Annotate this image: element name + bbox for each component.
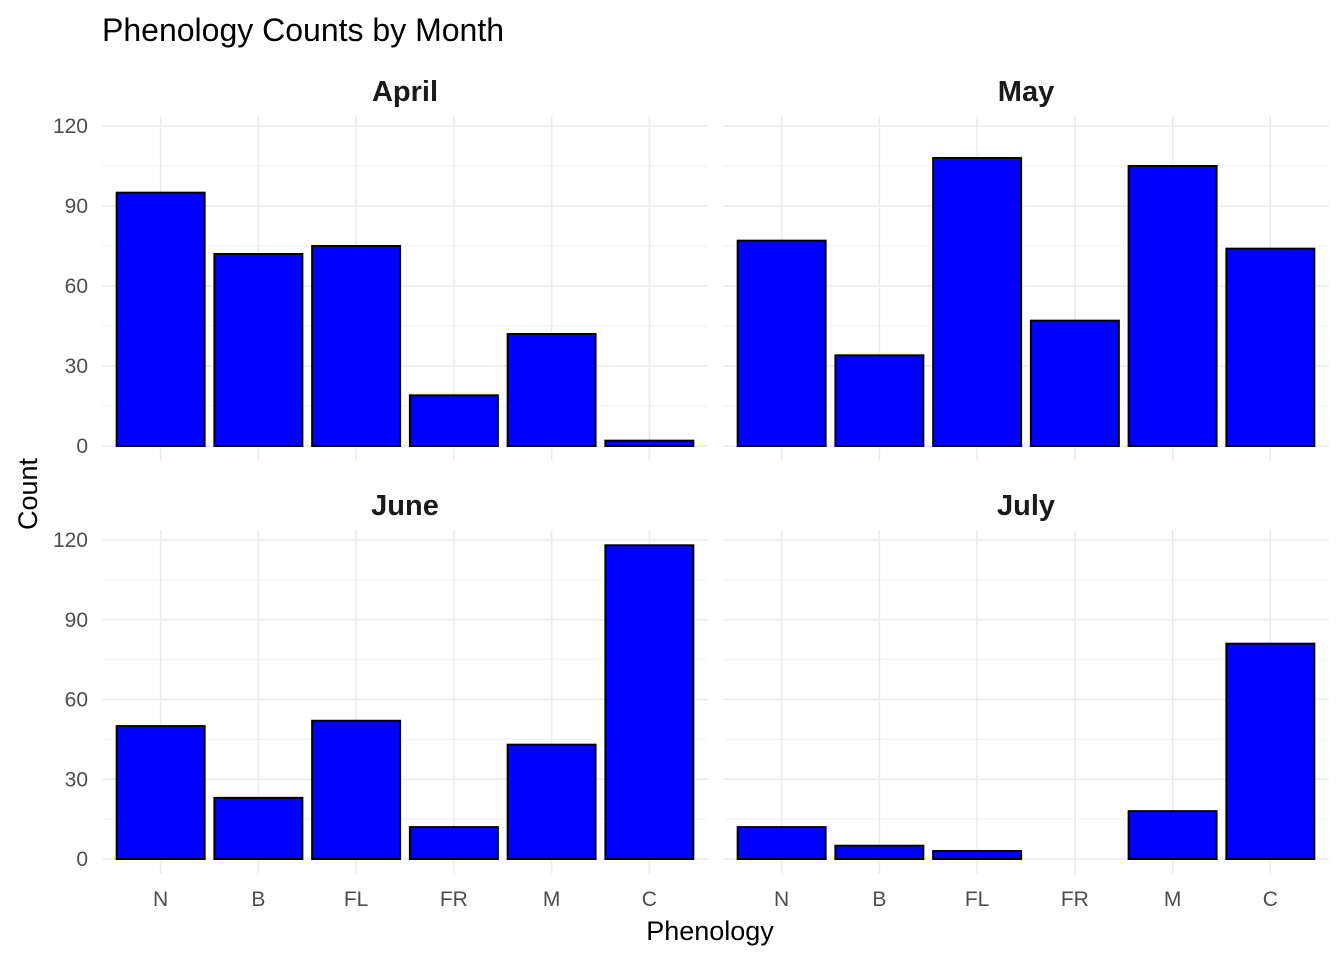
facet-strip-label: June	[371, 490, 439, 522]
bar-july-c	[1225, 642, 1316, 860]
x-tick-label: B	[251, 888, 265, 911]
x-tick-label: N	[774, 888, 789, 911]
facet-panel-june: June 0 30 60 90 120 N B FL FR M C	[53, 490, 708, 911]
bar-april-fr	[408, 394, 499, 448]
x-tick-label: FL	[344, 888, 369, 911]
facet-panels: April 0 30 60 90 120 May June 0 30 60 90 120 N B FL FR M C…	[53, 76, 1329, 911]
bar-april-fl	[311, 245, 402, 447]
y-tick-label: 30	[65, 355, 88, 378]
facet-strip-label: April	[372, 76, 438, 108]
bar-may-n	[736, 239, 827, 447]
x-tick-label: FL	[965, 888, 990, 911]
bar-april-c	[604, 439, 695, 447]
y-tick-label: 30	[65, 768, 88, 791]
bar-april-b	[213, 253, 304, 447]
x-axis-title: Phenology	[646, 916, 774, 946]
bar-june-fr	[408, 826, 499, 860]
x-tick-label: C	[642, 888, 657, 911]
bar-july-m	[1127, 810, 1218, 861]
y-tick-label: 0	[76, 848, 88, 871]
facet-strip-label: May	[998, 76, 1054, 108]
bar-may-m	[1127, 165, 1218, 447]
bar-may-fl	[932, 157, 1023, 447]
bar-may-c	[1225, 247, 1316, 447]
x-tick-label: C	[1263, 888, 1278, 911]
facet-panel-july: July N B FL FR M C	[723, 490, 1329, 911]
y-tick-label: 90	[65, 195, 88, 218]
x-tick-label: FR	[1061, 888, 1089, 911]
facet-strip-label: July	[997, 490, 1055, 522]
bar-june-b	[213, 796, 304, 861]
bar-july-fl	[932, 850, 1023, 861]
x-tick-label: N	[153, 888, 168, 911]
x-tick-label: M	[1164, 888, 1182, 911]
facet-panel-may: May	[723, 76, 1329, 461]
y-tick-label: 60	[65, 275, 88, 298]
bar-june-n	[115, 725, 206, 860]
facet-panel-april: April 0 30 60 90 120	[53, 76, 708, 461]
y-axis-title: Count	[13, 457, 43, 530]
y-tick-label: 90	[65, 609, 88, 632]
y-tick-label: 0	[76, 435, 88, 458]
bar-july-n	[736, 826, 827, 860]
y-tick-label: 120	[53, 529, 88, 552]
y-tick-label: 120	[53, 115, 88, 138]
y-tick-label: 60	[65, 689, 88, 712]
x-tick-label: M	[543, 888, 561, 911]
bar-june-m	[506, 743, 597, 860]
x-tick-label: B	[872, 888, 886, 911]
bar-june-c	[604, 544, 695, 860]
bar-may-fr	[1029, 319, 1120, 447]
chart-title: Phenology Counts by Month	[102, 12, 504, 48]
bar-july-b	[834, 844, 925, 860]
x-tick-label: FR	[440, 888, 468, 911]
bar-april-n	[115, 191, 206, 447]
bar-april-m	[506, 333, 597, 447]
bar-june-fl	[311, 719, 402, 860]
bar-may-b	[834, 354, 925, 448]
